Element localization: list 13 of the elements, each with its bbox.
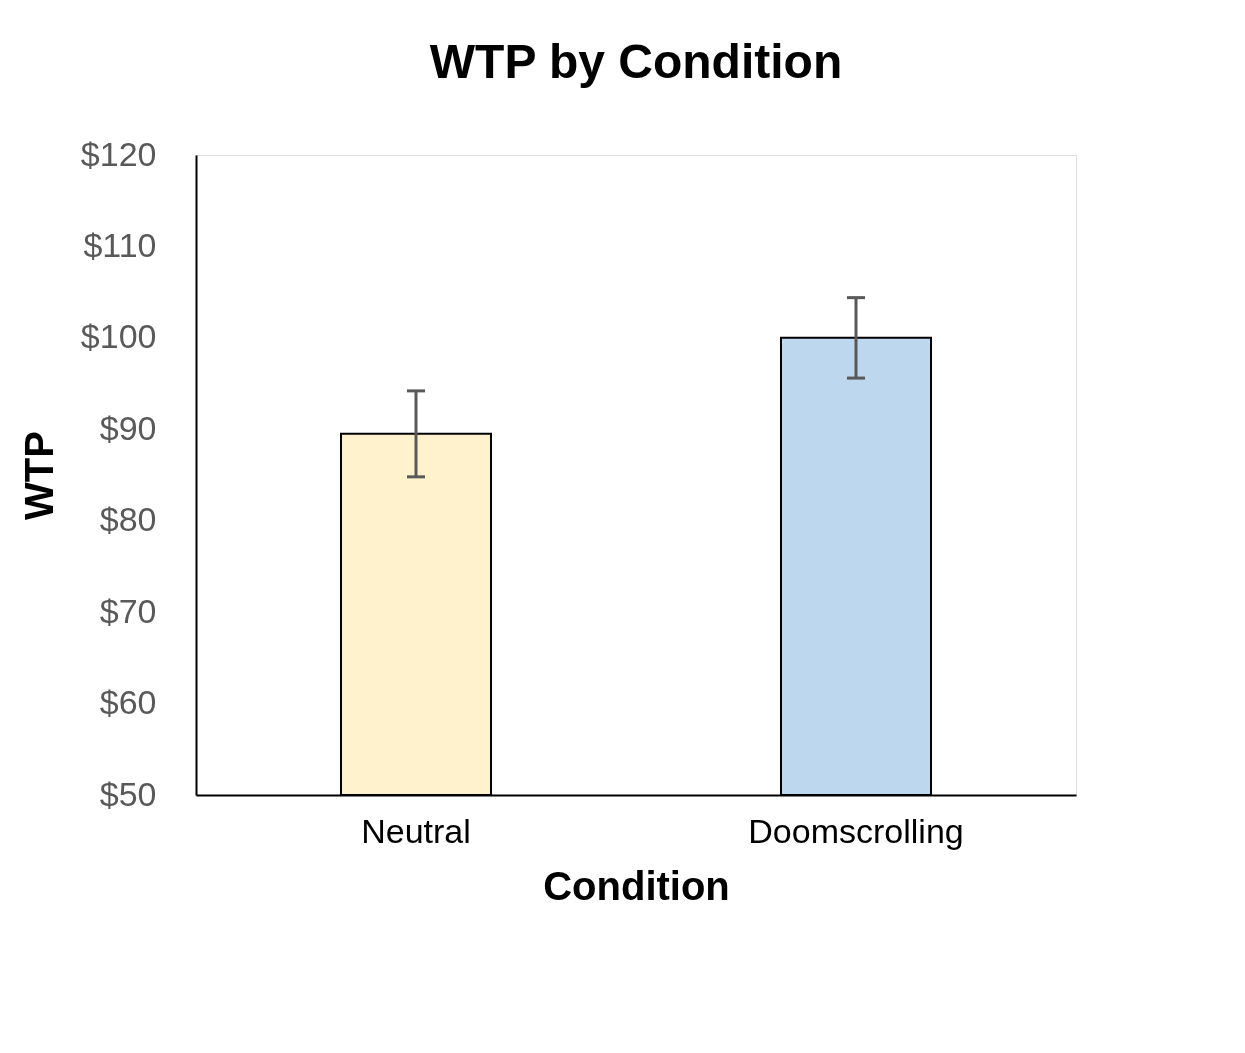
chart-title: WTP by Condition bbox=[429, 35, 843, 88]
y-tick-label: $70 bbox=[99, 591, 157, 630]
y-tick-label: $120 bbox=[80, 134, 157, 173]
y-tick-label: $100 bbox=[80, 317, 157, 356]
y-tick-label: $80 bbox=[99, 500, 157, 539]
y-tick-label: $90 bbox=[99, 408, 157, 447]
x-tick-label: Doomscrolling bbox=[748, 811, 964, 850]
y-tick-label: $110 bbox=[83, 225, 157, 264]
y-tick-label: $50 bbox=[99, 774, 157, 813]
x-axis-title: Condition bbox=[543, 863, 730, 908]
y-axis-title: WTP bbox=[16, 431, 61, 520]
y-tick-label: $60 bbox=[99, 683, 157, 722]
x-tick-label: Neutral bbox=[361, 811, 471, 850]
